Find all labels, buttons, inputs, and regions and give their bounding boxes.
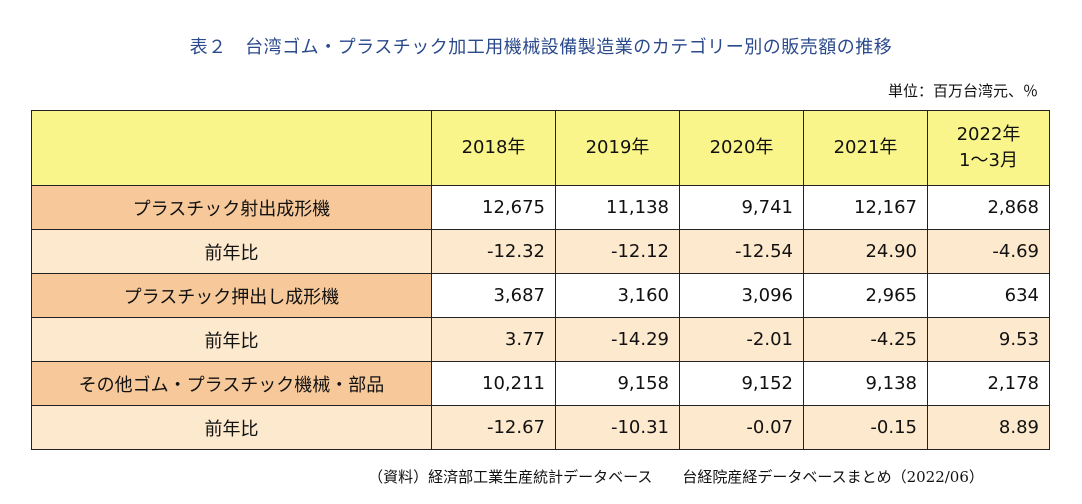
table-cell: -4.69 <box>927 229 1050 274</box>
row-label: 前年比 <box>31 229 432 274</box>
table-row: 前年比 -12.32 -12.12 -12.54 24.90 -4.69 <box>31 229 1050 274</box>
table-cell: -2.01 <box>679 317 804 362</box>
table-cell: 3,160 <box>555 273 680 318</box>
table-cell: -12.12 <box>555 229 680 274</box>
column-header: 2019年 <box>555 110 680 186</box>
table-cell: 3,687 <box>431 273 556 318</box>
table-row: その他ゴム・プラスチック機械・部品 10,211 9,158 9,152 9,138 2,… <box>31 361 1050 406</box>
header-corner <box>31 110 432 186</box>
table-cell: 3.77 <box>431 317 556 362</box>
unit-note: 単位：百万台湾元、％ <box>887 82 1038 100</box>
table-row: 前年比 3.77 -14.29 -2.01 -4.25 9.53 <box>31 317 1050 362</box>
table-cell: 9,158 <box>555 361 680 406</box>
header-row: 2018年 2019年 2020年 2021年 2022年 1〜3月 <box>31 110 1050 186</box>
column-header: 2020年 <box>679 110 804 186</box>
column-header: 2021年 <box>803 110 928 186</box>
table-cell: 2,965 <box>803 273 928 318</box>
table-cell: -4.25 <box>803 317 928 362</box>
table-row: 前年比 -12.67 -10.31 -0.07 -0.15 8.89 <box>31 405 1050 450</box>
table-cell: 9.53 <box>927 317 1050 362</box>
table-cell: 10,211 <box>431 361 556 406</box>
sales-table: 2018年 2019年 2020年 2021年 2022年 1〜3月 プラスチッ… <box>31 110 1050 450</box>
table-cell: -12.67 <box>431 405 556 450</box>
row-label: プラスチック射出成形機 <box>31 185 432 230</box>
table-cell: -0.15 <box>803 405 928 450</box>
table-cell: -12.32 <box>431 229 556 274</box>
table-cell: -12.54 <box>679 229 804 274</box>
table-cell: 634 <box>927 273 1050 318</box>
row-label: プラスチック押出し成形機 <box>31 273 432 318</box>
row-label: その他ゴム・プラスチック機械・部品 <box>31 361 432 406</box>
column-header: 2022年 1〜3月 <box>927 110 1050 186</box>
row-label: 前年比 <box>31 405 432 450</box>
table-title: 表２ 台湾ゴム・プラスチック加工用機械設備製造業のカテゴリー別の販売額の推移 <box>189 37 893 58</box>
row-label: 前年比 <box>31 317 432 362</box>
table-cell: -10.31 <box>555 405 680 450</box>
table-cell: -14.29 <box>555 317 680 362</box>
table-cell: 9,152 <box>679 361 804 406</box>
table-cell: 9,741 <box>679 185 804 230</box>
table-cell: 3,096 <box>679 273 804 318</box>
table-cell: -0.07 <box>679 405 804 450</box>
column-header: 2018年 <box>431 110 556 186</box>
table-row: プラスチック押出し成形機 3,687 3,160 3,096 2,965 634 <box>31 273 1050 318</box>
table-cell: 9,138 <box>803 361 928 406</box>
table-cell: 11,138 <box>555 185 680 230</box>
table-cell: 2,868 <box>927 185 1050 230</box>
table-cell: 8.89 <box>927 405 1050 450</box>
table-cell: 12,675 <box>431 185 556 230</box>
table-cell: 24.90 <box>803 229 928 274</box>
source-note: （資料）経済部工業生産統計データベース 台経院産経データベースまとめ（2022/… <box>368 468 984 486</box>
table-row: プラスチック射出成形機 12,675 11,138 9,741 12,167 2,868 <box>31 185 1050 230</box>
table-cell: 2,178 <box>927 361 1050 406</box>
table-cell: 12,167 <box>803 185 928 230</box>
